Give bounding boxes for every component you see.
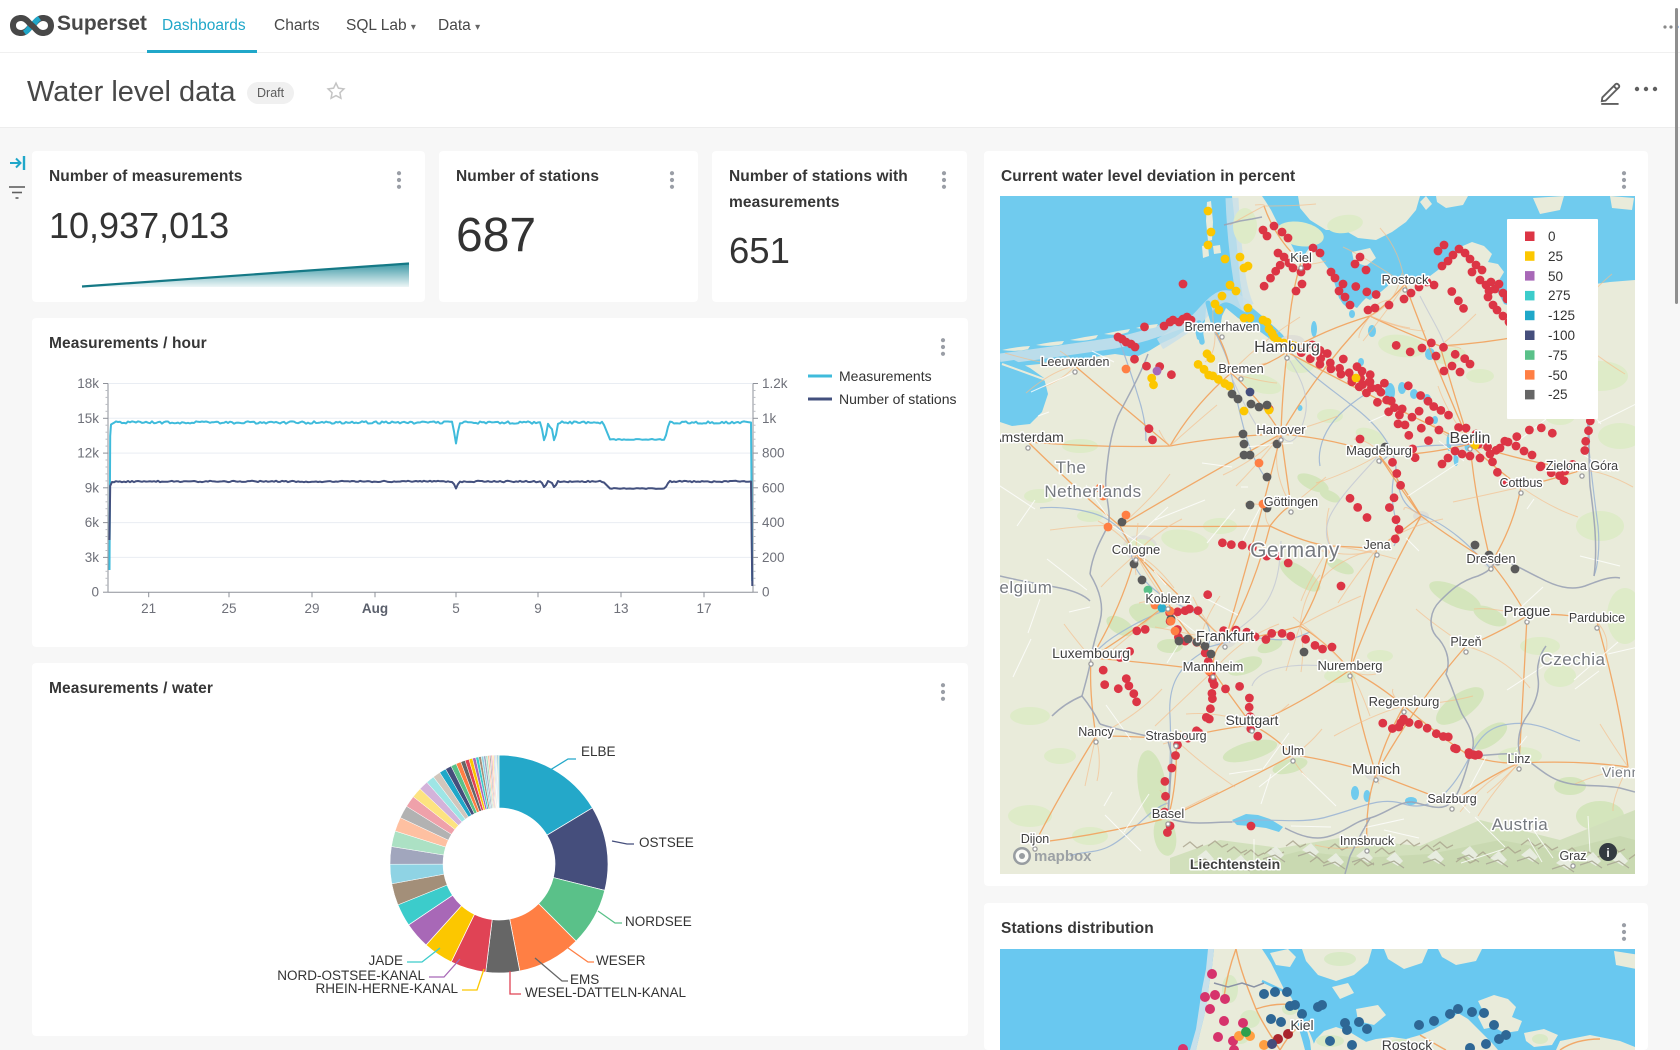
- svg-text:29: 29: [304, 601, 319, 616]
- svg-text:Frankfurt: Frankfurt: [1196, 629, 1254, 645]
- svg-text:Nancy: Nancy: [1078, 725, 1114, 739]
- svg-text:Measurements: Measurements: [839, 368, 932, 384]
- svg-text:50: 50: [1548, 269, 1563, 284]
- svg-text:Luxembourg: Luxembourg: [1052, 645, 1130, 661]
- svg-text:Bremerhaven: Bremerhaven: [1184, 320, 1259, 334]
- svg-text:Basel: Basel: [1152, 806, 1185, 821]
- svg-text:9k: 9k: [85, 480, 100, 495]
- svg-text:Netherlands: Netherlands: [1044, 482, 1141, 501]
- svg-text:i: i: [1606, 846, 1609, 860]
- svg-text:Germany: Germany: [1250, 539, 1340, 562]
- svg-text:-75: -75: [1548, 348, 1568, 363]
- svg-text:Stuttgart: Stuttgart: [1226, 712, 1279, 728]
- svg-text:Strasbourg: Strasbourg: [1145, 729, 1206, 743]
- svg-text:Dresden: Dresden: [1466, 551, 1515, 566]
- svg-text:JADE: JADE: [368, 953, 403, 968]
- svg-text:Munich: Munich: [1352, 761, 1400, 778]
- svg-text:Magdeburg: Magdeburg: [1346, 443, 1412, 458]
- svg-text:Kiel: Kiel: [1290, 250, 1312, 265]
- svg-text:Kiel: Kiel: [1290, 1017, 1313, 1033]
- svg-text:Rostock: Rostock: [1382, 1037, 1434, 1050]
- svg-text:Austria: Austria: [1492, 815, 1548, 834]
- svg-text:Hamburg: Hamburg: [1254, 339, 1320, 356]
- svg-text:3k: 3k: [85, 550, 100, 565]
- svg-text:Belgium: Belgium: [1000, 578, 1052, 597]
- svg-text:ELBE: ELBE: [581, 744, 616, 759]
- svg-text:Leeuwarden: Leeuwarden: [1041, 355, 1110, 369]
- svg-text:OSTSEE: OSTSEE: [639, 835, 694, 850]
- svg-text:0: 0: [1548, 229, 1556, 244]
- svg-text:Göttingen: Göttingen: [1264, 495, 1318, 509]
- svg-text:Plzeň: Plzeň: [1450, 635, 1481, 649]
- svg-text:Vienna: Vienna: [1602, 764, 1635, 780]
- svg-text:Aug: Aug: [362, 601, 388, 616]
- svg-text:EMS: EMS: [570, 972, 599, 987]
- svg-text:NORDSEE: NORDSEE: [625, 914, 692, 929]
- svg-text:400: 400: [762, 515, 785, 530]
- svg-text:The: The: [1056, 458, 1087, 477]
- svg-text:6k: 6k: [85, 515, 100, 530]
- svg-text:Berlin: Berlin: [1450, 430, 1491, 447]
- svg-text:WESER: WESER: [596, 953, 646, 968]
- svg-text:-125: -125: [1548, 308, 1575, 323]
- svg-text:Koblenz: Koblenz: [1145, 592, 1190, 606]
- svg-text:17: 17: [696, 601, 711, 616]
- svg-text:9: 9: [534, 601, 542, 616]
- svg-text:12k: 12k: [77, 446, 99, 461]
- svg-text:-100: -100: [1548, 328, 1575, 343]
- svg-text:WESEL-DATTELN-KANAL: WESEL-DATTELN-KANAL: [525, 985, 687, 1000]
- svg-text:Pardubice: Pardubice: [1569, 611, 1625, 625]
- svg-text:1.2k: 1.2k: [762, 376, 788, 391]
- svg-text:600: 600: [762, 480, 785, 495]
- svg-text:Salzburg: Salzburg: [1427, 792, 1476, 806]
- svg-text:-50: -50: [1548, 368, 1568, 383]
- svg-text:0: 0: [91, 585, 99, 600]
- svg-text:18k: 18k: [77, 376, 99, 391]
- svg-text:Graz: Graz: [1559, 849, 1586, 863]
- svg-text:25: 25: [1548, 249, 1563, 264]
- svg-text:Prague: Prague: [1504, 604, 1551, 620]
- svg-text:Cologne: Cologne: [1112, 542, 1160, 557]
- svg-text:Linz: Linz: [1508, 752, 1531, 766]
- svg-text:Jena: Jena: [1363, 538, 1390, 552]
- svg-text:0: 0: [762, 585, 770, 600]
- svg-text:Number of stations: Number of stations: [839, 391, 957, 407]
- svg-text:200: 200: [762, 550, 785, 565]
- svg-text:275: 275: [1548, 288, 1571, 303]
- svg-text:800: 800: [762, 446, 785, 461]
- svg-text:13: 13: [613, 601, 628, 616]
- svg-text:Dijon: Dijon: [1021, 832, 1050, 846]
- svg-text:5: 5: [452, 601, 460, 616]
- svg-text:Ulm: Ulm: [1282, 744, 1304, 758]
- svg-text:25: 25: [221, 601, 236, 616]
- svg-text:Liechtenstein: Liechtenstein: [1190, 856, 1280, 872]
- svg-text:Zielona Góra: Zielona Góra: [1546, 459, 1618, 473]
- svg-text:Regensburg: Regensburg: [1369, 694, 1440, 709]
- svg-text:RHEIN-HERNE-KANAL: RHEIN-HERNE-KANAL: [315, 981, 458, 996]
- svg-text:15k: 15k: [77, 411, 99, 426]
- svg-text:Czechia: Czechia: [1541, 650, 1606, 669]
- svg-text:Mannheim: Mannheim: [1183, 659, 1244, 674]
- svg-text:Bremen: Bremen: [1218, 361, 1264, 376]
- svg-text:-25: -25: [1548, 387, 1568, 402]
- svg-text:Innsbruck: Innsbruck: [1340, 834, 1395, 848]
- svg-text:21: 21: [141, 601, 156, 616]
- svg-text:Cottbus: Cottbus: [1499, 476, 1542, 490]
- svg-text:NORD-OSTSEE-KANAL: NORD-OSTSEE-KANAL: [277, 968, 425, 983]
- svg-text:mapbox: mapbox: [1034, 848, 1092, 865]
- svg-text:Amsterdam: Amsterdam: [1000, 429, 1064, 445]
- svg-text:Hanover: Hanover: [1256, 422, 1306, 437]
- svg-text:Rostock: Rostock: [1382, 272, 1429, 287]
- svg-text:Nuremberg: Nuremberg: [1317, 658, 1382, 673]
- svg-text:1k: 1k: [762, 411, 777, 426]
